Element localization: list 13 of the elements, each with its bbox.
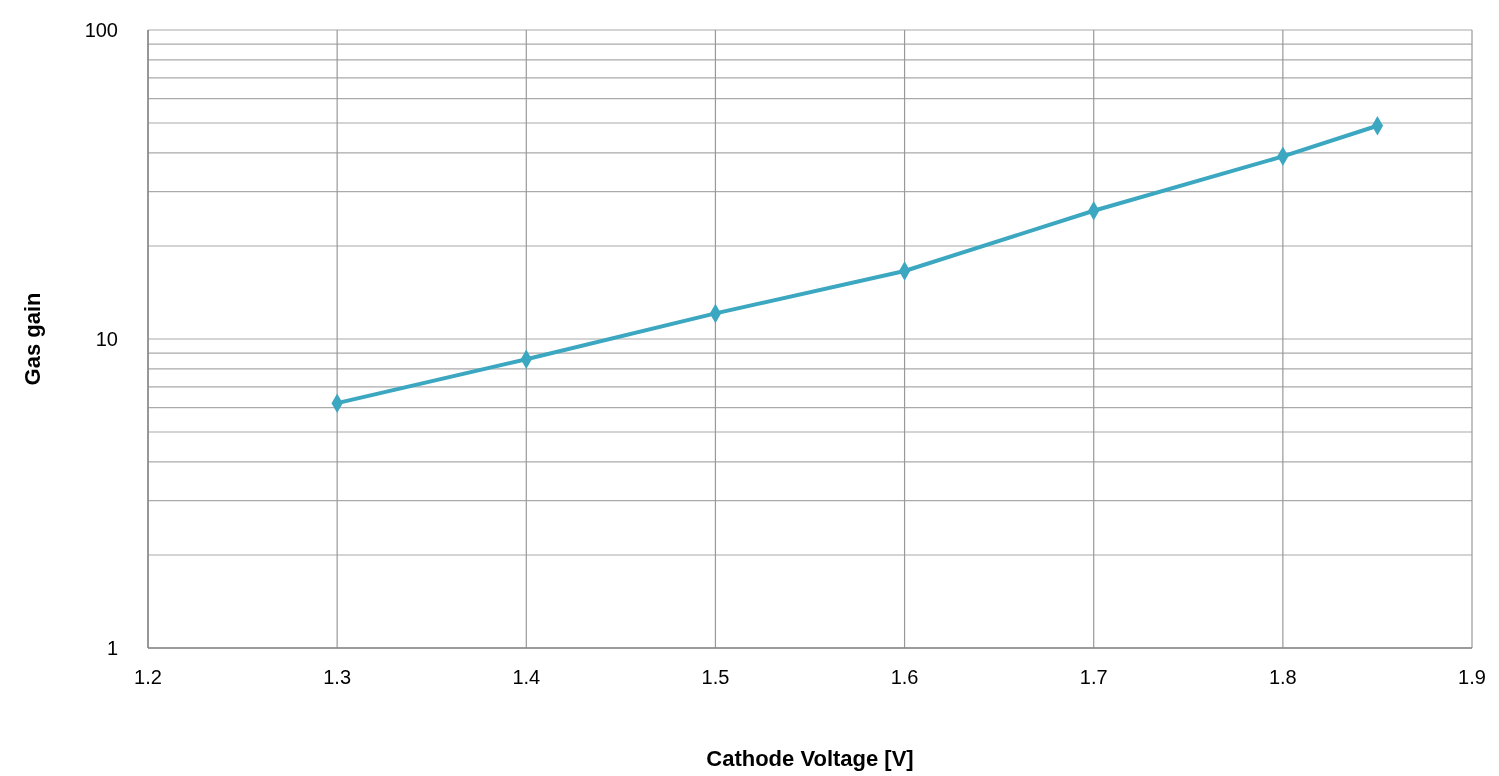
x-axis-title: Cathode Voltage [V]: [706, 746, 914, 771]
y-tick-label: 100: [84, 19, 118, 41]
x-tick-label: 1.3: [323, 666, 352, 688]
x-tick-label: 1.7: [1079, 666, 1108, 688]
y-axis-title: Gas gain: [20, 292, 45, 386]
x-tick-label: 1.8: [1268, 666, 1297, 688]
x-tick-label: 1.6: [890, 666, 919, 688]
x-tick-label: 1.9: [1458, 666, 1486, 688]
x-tick-label: 1.4: [512, 666, 541, 688]
y-tick-label: 1: [106, 637, 118, 659]
x-tick-label: 1.5: [701, 666, 730, 688]
x-tick-label: 1.2: [134, 666, 162, 688]
y-tick-label: 10: [95, 328, 118, 350]
